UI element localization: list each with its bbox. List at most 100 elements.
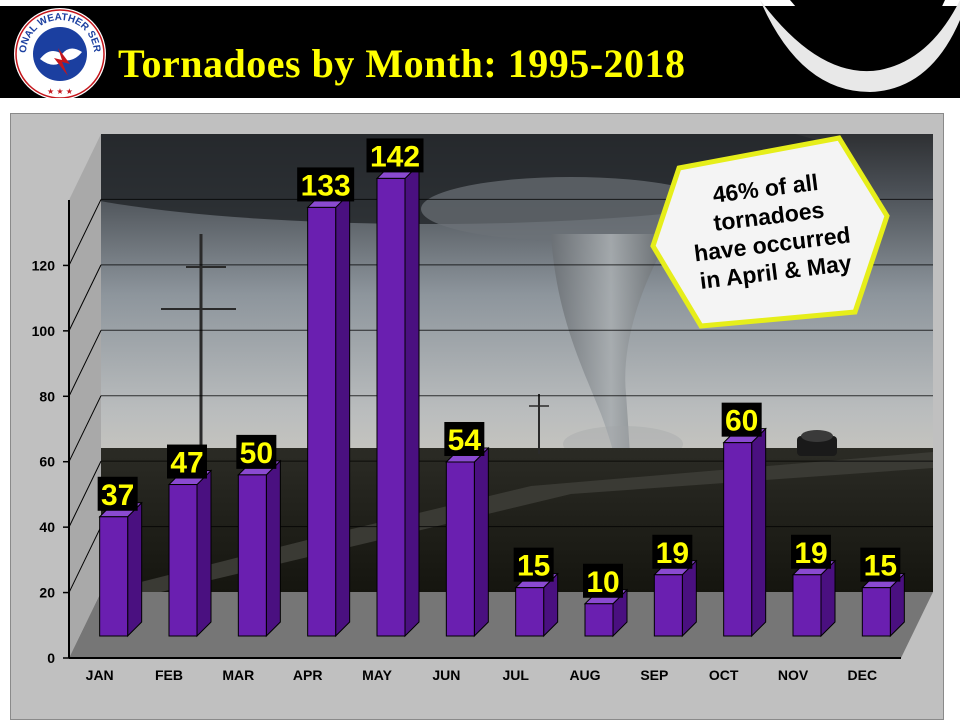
x-category-label: SEP [640, 667, 668, 683]
value-label-bg [167, 444, 207, 479]
value-label-oct: 60 [721, 402, 762, 438]
bar-front [237, 474, 267, 637]
y-tick-label: 120 [32, 257, 56, 273]
y-tick-label: 20 [39, 585, 55, 601]
bar-front [515, 587, 545, 637]
value-label-mar: 50 [236, 434, 277, 470]
value-label-bg [366, 138, 424, 173]
value-label-jul: 15 [513, 547, 554, 583]
value-label-text: 15 [864, 550, 897, 583]
bar-mar [237, 459, 282, 638]
value-label-bg [513, 547, 554, 582]
value-label-bg [721, 402, 762, 437]
bar-front [792, 574, 822, 637]
value-labels: 37 47 50 133 142 54 15 10 19 60 19 15 [97, 138, 901, 599]
value-label-text: 47 [170, 447, 203, 480]
value-label-dec: 15 [860, 547, 901, 583]
bar-jul [514, 572, 559, 638]
x-category-label: JUL [502, 667, 529, 683]
value-label-bg [297, 167, 355, 202]
bar-apr [306, 192, 351, 638]
x-category-label: DEC [848, 667, 878, 683]
gridline-diagonal [68, 264, 102, 332]
x-category-label: FEB [155, 667, 183, 683]
bar-side [751, 427, 767, 638]
value-label-text: 133 [301, 169, 351, 202]
gridlines [68, 198, 933, 593]
x-category-label: AUG [569, 667, 600, 683]
bar-side [335, 192, 351, 638]
x-category-label: JAN [86, 667, 114, 683]
bar-front [584, 603, 614, 637]
value-label-jun: 54 [444, 421, 485, 457]
value-label-text: 50 [240, 437, 273, 470]
nws-logo-icon: NATIONAL WEATHER SERVICE ★ ★ ★ [10, 4, 106, 98]
x-category-label: MAY [362, 667, 392, 683]
value-label-text: 60 [725, 405, 758, 438]
callout-box: 46% of all tornadoes have occurred in Ap… [650, 135, 890, 329]
x-category-label: JUN [432, 667, 460, 683]
slide-header: NATIONAL WEATHER SERVICE ★ ★ ★ Tornadoes… [0, 0, 960, 98]
value-label-sep: 19 [652, 534, 693, 570]
bar-side [265, 459, 281, 638]
svg-text:★ ★ ★: ★ ★ ★ [47, 87, 73, 96]
bar-front [723, 442, 753, 637]
x-axis-categories: JAN FEB MAR APR MAY JUN JUL AUG SEP OCT NOV DEC [86, 667, 877, 683]
chart-panel: 0 20 40 60 80 100 120 37 47 50 133 142 54 15 10 19 60 19… [10, 113, 944, 720]
gridline-diagonal [68, 395, 102, 462]
bar-front [99, 516, 129, 637]
bar-front [653, 574, 683, 637]
swoosh-decoration-icon [760, 0, 960, 92]
y-tick-label: 60 [39, 454, 55, 470]
y-tick-label: 0 [47, 650, 55, 666]
x-category-label: APR [293, 667, 323, 683]
bar-side [404, 163, 420, 638]
value-label-text: 37 [101, 479, 134, 512]
bar-oct [722, 427, 767, 638]
value-label-bg [583, 563, 623, 598]
gridline-diagonal [68, 330, 102, 397]
y-tick-label: 40 [39, 519, 55, 535]
value-label-text: 19 [794, 537, 827, 570]
bar-sep [653, 559, 698, 638]
bar-front [861, 587, 891, 637]
value-label-bg [860, 547, 901, 582]
x-category-label: MAR [222, 667, 254, 683]
chart-floor [69, 592, 933, 658]
value-label-text: 19 [656, 537, 689, 570]
value-label-text: 54 [448, 424, 482, 457]
value-label-may: 142 [366, 138, 424, 173]
gridline-diagonal [68, 199, 102, 266]
x-category-label: OCT [709, 667, 739, 683]
bar-side [127, 501, 143, 638]
y-tick-label: 80 [39, 388, 55, 404]
bar-jan [98, 501, 143, 638]
value-label-text: 15 [517, 550, 550, 583]
y-tick-label: 100 [32, 323, 56, 339]
bar-feb [167, 469, 213, 638]
value-label-bg [97, 476, 138, 511]
bar-jun [445, 446, 490, 638]
value-label-jan: 37 [97, 476, 138, 512]
value-label-text: 142 [370, 140, 420, 173]
bar-side [473, 446, 489, 638]
value-label-apr: 133 [297, 167, 355, 202]
bar-may [375, 163, 421, 638]
bar-front [307, 206, 337, 637]
value-label-bg [791, 534, 831, 569]
bar-front [376, 177, 406, 637]
value-label-bg [444, 421, 485, 456]
slide-title: Tornadoes by Month: 1995-2018 [118, 41, 686, 86]
x-category-label: NOV [778, 667, 809, 683]
bar-nov [791, 559, 837, 638]
tornado-bar-chart: 0 20 40 60 80 100 120 37 47 50 133 142 54 15 10 19 60 19… [32, 134, 933, 683]
value-label-text: 10 [586, 566, 619, 599]
bar-dec [861, 572, 906, 638]
gridline-diagonal [68, 526, 102, 593]
bar-front [445, 461, 475, 637]
value-label-nov: 19 [791, 534, 831, 570]
y-axis [68, 200, 901, 659]
value-label-bg [652, 534, 693, 569]
bar-side [196, 469, 212, 638]
chart-side-wall [69, 134, 101, 658]
